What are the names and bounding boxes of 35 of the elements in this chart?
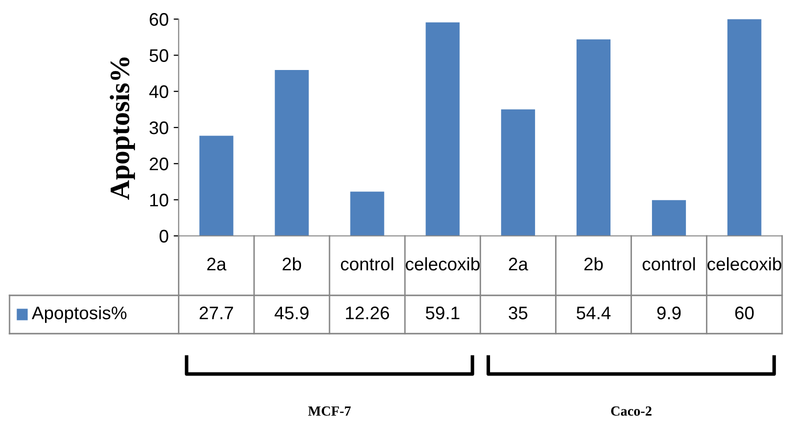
bar xyxy=(274,70,309,236)
bar xyxy=(426,22,460,236)
x-tick-label: control xyxy=(642,257,695,270)
x-tick-label: control xyxy=(340,257,394,270)
y-tick-label: 20 xyxy=(150,158,168,170)
bar xyxy=(501,109,536,236)
text: Caco-2 xyxy=(611,406,652,416)
x-tick-label: 2b xyxy=(282,257,302,270)
data-label: 12.26 xyxy=(346,306,390,320)
y-tick-label: 60 xyxy=(150,13,168,26)
legend-label: Apoptosis% xyxy=(32,306,126,323)
y-tick-label: 40 xyxy=(149,85,168,98)
y-tick-label: 0 xyxy=(160,230,168,243)
text: MCF-7 xyxy=(308,406,351,416)
y-tick-label: 30 xyxy=(150,121,168,134)
x-tick-label: celecoxib xyxy=(406,257,480,270)
bar xyxy=(652,200,686,236)
data-label: 27.7 xyxy=(200,306,234,320)
data-label: 9.9 xyxy=(657,306,681,320)
x-tick-label: 2a xyxy=(207,258,226,270)
y-tick-label: 50 xyxy=(150,49,168,62)
data-label: 59.1 xyxy=(426,306,460,320)
x-tick-label: 2b xyxy=(584,257,603,270)
x-tick-label: 2a xyxy=(508,258,528,270)
data-label: 35 xyxy=(508,306,528,320)
data-label: 45.9 xyxy=(274,306,309,320)
x-tick-label: celecoxib xyxy=(708,257,782,270)
bar xyxy=(727,19,762,236)
bar xyxy=(199,136,234,236)
y-tick-label: 10 xyxy=(150,194,168,206)
data-label: 60 xyxy=(735,306,754,320)
bar xyxy=(576,39,610,236)
y-axis-title: Apoptosis% xyxy=(110,58,135,200)
data-label: 54.4 xyxy=(576,306,611,320)
bar xyxy=(350,192,384,236)
